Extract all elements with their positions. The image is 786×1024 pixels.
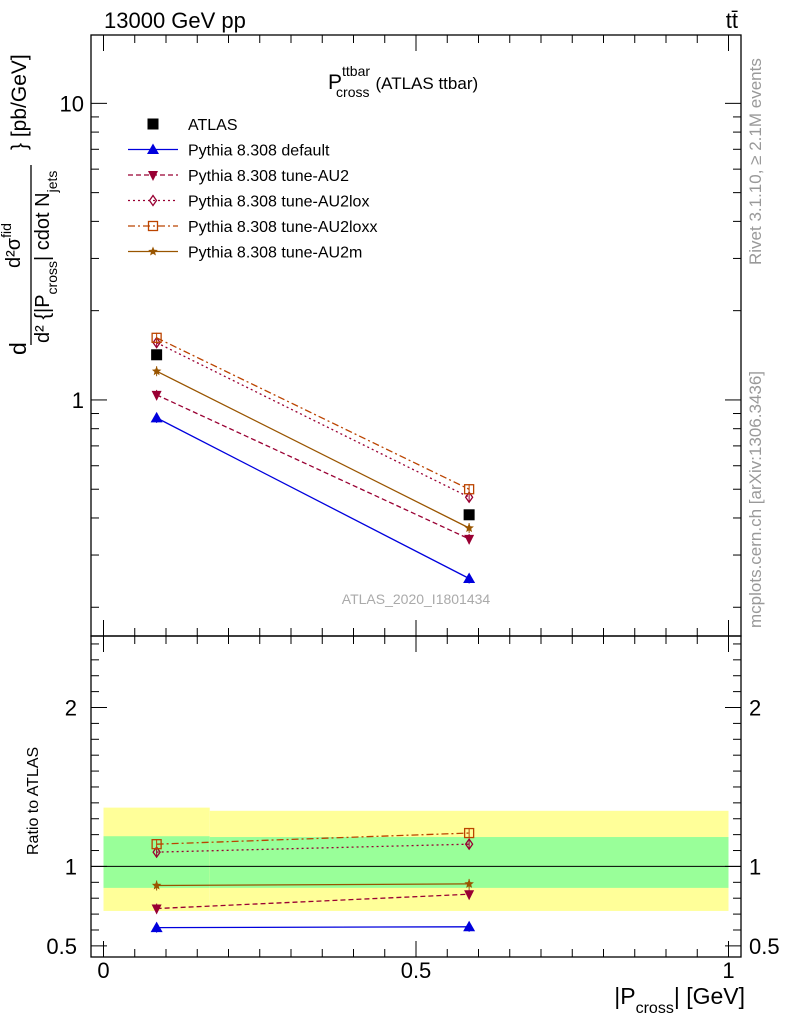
svg-text:} [pb/GeV]: } [pb/GeV] (8, 54, 31, 150)
ratio-data-point (150, 921, 163, 933)
legend-label: Pythia 8.308 default (188, 143, 330, 160)
legend-marker (148, 246, 158, 256)
main-plot: 1 10 (60, 34, 742, 637)
ratio-series-line (156, 843, 470, 853)
main-data-point (151, 332, 162, 343)
main-y-axis-label: d d²σfid d² {|Pcross| cdot Njets } [pb/G… (0, 54, 60, 355)
ratio-y-tick-label-right: 2 (749, 696, 761, 721)
main-series-line (156, 394, 470, 540)
y-label-denominator: d² {|Pcross| cdot Njets (32, 171, 60, 343)
main-data-point (464, 491, 474, 504)
legend-label: Pythia 8.308 tune-AU2 (188, 168, 349, 185)
main-data-point (463, 572, 476, 584)
ratio-y-tick-label-right: 0.5 (749, 934, 780, 959)
ratio-y-tick-label: 0.5 (46, 934, 77, 959)
ratio-data-point (151, 904, 162, 915)
main-series-line (156, 417, 470, 580)
legend-marker (148, 171, 158, 181)
legend-marker (148, 194, 158, 207)
x-axis-label: |Pcross| [GeV] (614, 983, 745, 1017)
ratio-series-line (156, 926, 470, 929)
legend-label: Pythia 8.308 tune-AU2lox (188, 194, 369, 211)
ratio-data-point (464, 838, 474, 851)
x-tick-label: 0.5 (401, 958, 432, 983)
ratio-data-point (463, 827, 475, 839)
main-data-point (151, 349, 163, 361)
ratio-data-point (464, 878, 474, 888)
legend-marker (147, 220, 159, 232)
main-data-point (151, 390, 162, 401)
plot-title: Pttbar cross (ATLAS ttbar) (328, 63, 478, 100)
svg-text:d: d (5, 342, 31, 355)
rivet-version-label: Rivet 3.1.10, ≥ 2.1M events (746, 58, 765, 265)
main-data-point (463, 509, 475, 521)
legend-marker (147, 118, 159, 130)
ratio-y-tick-label-right: 1 (749, 854, 761, 879)
legend-label: Pythia 8.308 tune-AU2m (188, 245, 362, 262)
energy-label: 13000 GeV pp (104, 8, 246, 33)
legend: ATLAS Pythia 8.308 default Pythia 8.308 tu… (128, 117, 377, 262)
main-data-point (464, 523, 474, 533)
main-data-point (464, 534, 475, 545)
ratio-data-point (464, 890, 475, 901)
ratio-plot: 0.5 0.5 1 1 2 2 0 0.5 1 (46, 635, 780, 983)
ratio-y-tick-label: 1 (65, 854, 77, 879)
main-data-point (151, 366, 162, 376)
ratio-series-line (156, 883, 470, 887)
legend-marker (147, 143, 159, 154)
main-data-point (152, 336, 161, 349)
main-y-tick-label: 10 (60, 91, 84, 116)
ratio-data-point (152, 845, 161, 859)
main-series-line (156, 370, 470, 529)
mcplots-label: mcplots.cern.ch [arXiv:1306.3436] (746, 371, 765, 628)
x-tick-label: 1 (722, 958, 734, 983)
main-data-point (463, 484, 475, 495)
ratio-y-tick-label: 2 (65, 696, 77, 721)
x-tick-label: 0 (97, 958, 109, 983)
ratio-y-label: Ratio to ATLAS (25, 747, 42, 855)
legend-label: Pythia 8.308 tune-AU2loxx (188, 219, 377, 236)
main-series-line (156, 342, 470, 498)
legend-label: ATLAS (188, 117, 238, 134)
main-y-tick-label: 1 (72, 388, 84, 413)
ratio-data-point (151, 839, 162, 850)
main-series-line (156, 337, 470, 490)
analysis-id-label: ATLAS_2020_I1801434 (342, 591, 491, 607)
ratio-series-line (156, 893, 470, 910)
ratio-data-point (151, 880, 162, 890)
ratio-series-line (156, 832, 470, 845)
main-data-point (150, 411, 163, 423)
y-label-numerator: d²σfid (0, 223, 25, 268)
ratio-data-point (463, 920, 476, 932)
process-label: tt̄ (726, 8, 738, 33)
